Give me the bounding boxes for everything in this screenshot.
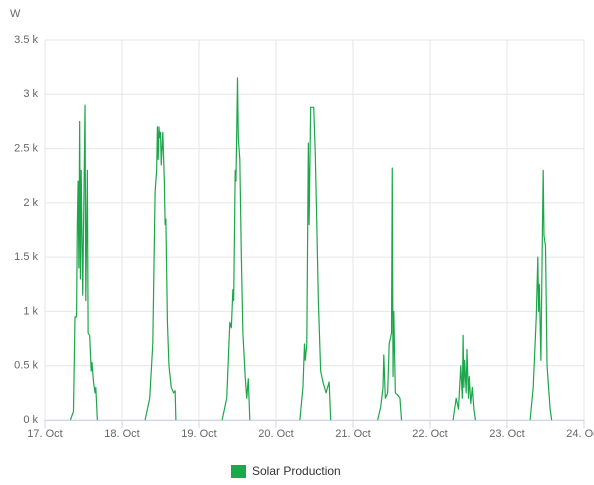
legend-label: Solar Production (252, 464, 341, 478)
y-tick-label: 2 k (23, 197, 38, 209)
x-tick-label: 17. Oct (27, 428, 62, 440)
x-tick-label: 18. Oct (104, 428, 139, 440)
x-tick-label: 20. Oct (258, 428, 293, 440)
x-tick-label: 21. Oct (335, 428, 370, 440)
y-tick-label: 3.5 k (14, 34, 38, 46)
y-tick-label: 0 k (23, 414, 38, 426)
y-axis-title: W (10, 8, 21, 20)
y-tick-label: 1.5 k (14, 251, 38, 263)
x-tick-label: 22. Oct (412, 428, 447, 440)
x-tick-label: 23. Oct (489, 428, 524, 440)
y-tick-label: 1 k (23, 305, 38, 317)
y-tick-label: 3 k (23, 88, 38, 100)
x-tick-label: 24. Oct (566, 428, 594, 440)
legend-swatch (231, 465, 246, 478)
x-tick-label: 19. Oct (181, 428, 216, 440)
series-line (69, 77, 553, 421)
y-tick-label: 0.5 k (14, 360, 38, 372)
y-tick-label: 2.5 k (14, 142, 38, 154)
